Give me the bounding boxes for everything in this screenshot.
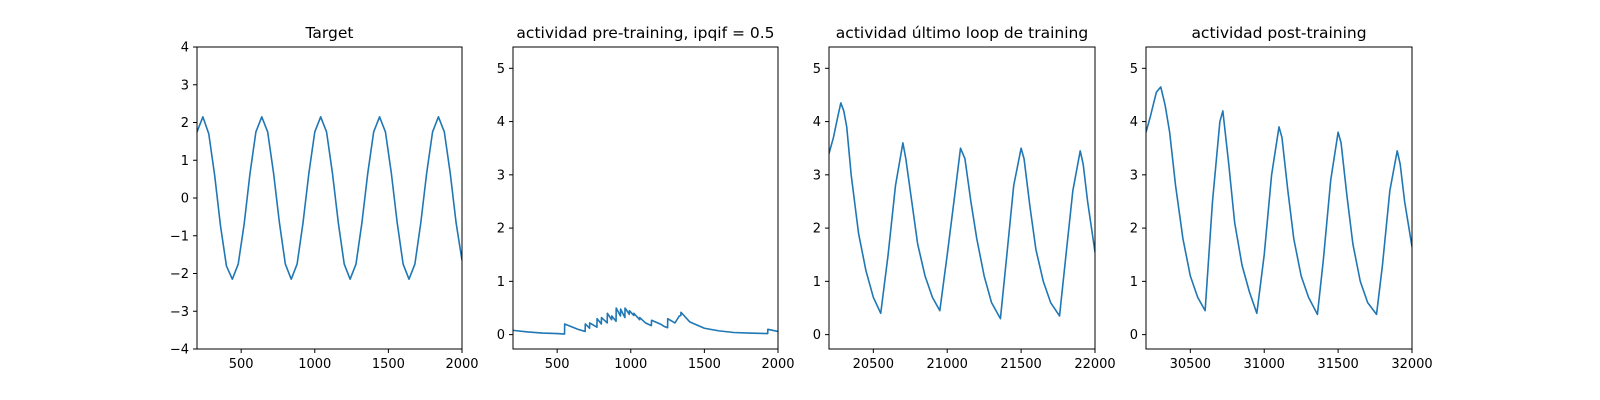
y-tick-label: 2 [813,222,821,237]
y-tick-label: 1 [1130,275,1138,290]
x-tick-label: 500 [229,357,254,372]
x-tick-label: 31000 [1244,357,1285,372]
y-tick-label: 5 [813,62,821,77]
chart-title: actividad último loop de training [836,24,1088,42]
y-tick-label: 1 [497,275,505,290]
y-tick-label: 4 [1130,115,1138,130]
y-tick-label: 5 [1130,62,1138,77]
x-tick-label: 1000 [298,357,331,372]
series-line [197,116,462,280]
x-tick-label: 22000 [1074,357,1115,372]
x-tick-label: 21000 [927,357,968,372]
y-tick-label: −1 [170,229,189,244]
series-line [829,102,1095,320]
y-tick-label: −3 [170,305,189,320]
y-tick-label: 5 [497,62,505,77]
x-tick-label: 2000 [761,357,794,372]
y-tick-label: 3 [181,78,189,93]
y-tick-label: 1 [181,154,189,169]
series-line [513,307,778,335]
axes-frame [196,46,463,350]
y-tick-label: 2 [1130,222,1138,237]
chart-title: actividad pre-training, ipqif = 0.5 [516,24,774,42]
y-tick-label: 0 [181,192,189,207]
y-tick-label: 4 [497,115,505,130]
y-tick-label: 3 [497,168,505,183]
x-tick-label: 1500 [688,357,721,372]
x-tick-label: 1500 [372,357,405,372]
x-tick-label: 500 [545,357,570,372]
chart-panel-3: 20500 21000 21500 22000 0 1 2 3 4 5 actividad últi… [813,24,1116,372]
chart-panel-4: 30500 31000 31500 32000 0 1 2 3 4 5 actividad post… [1130,24,1433,372]
y-tick-label: −2 [170,267,189,282]
x-tick-label: 21500 [1000,357,1041,372]
y-tick-label: 4 [813,115,821,130]
axes-frame [512,46,779,350]
chart-title: Target [305,24,354,42]
x-tick-label: 30500 [1170,357,1211,372]
y-tick-label: 1 [813,275,821,290]
chart-title: actividad post-training [1191,24,1366,42]
y-tick-label: 2 [181,116,189,131]
x-tick-label: 32000 [1391,357,1432,372]
y-tick-label: 0 [813,328,821,343]
x-tick-label: 2000 [445,357,478,372]
x-tick-label: 31500 [1317,357,1358,372]
y-tick-label: −4 [170,343,189,358]
series-line [1146,86,1412,316]
y-tick-label: 4 [181,41,189,56]
y-tick-label: 2 [497,222,505,237]
chart-panel-1: 500 1000 1500 2000 −4 −3 −2 −1 0 1 2 3 4 Target [170,24,479,372]
y-tick-label: 0 [1130,328,1138,343]
y-tick-label: 0 [497,328,505,343]
chart-panel-2: 500 1000 1500 2000 0 1 2 3 4 5 actividad pre-train… [497,24,795,372]
y-tick-label: 3 [1130,168,1138,183]
y-tick-label: 3 [813,168,821,183]
axes-frame [828,46,1096,350]
axes-frame [1145,46,1413,350]
x-tick-label: 20500 [853,357,894,372]
x-tick-label: 1000 [614,357,647,372]
